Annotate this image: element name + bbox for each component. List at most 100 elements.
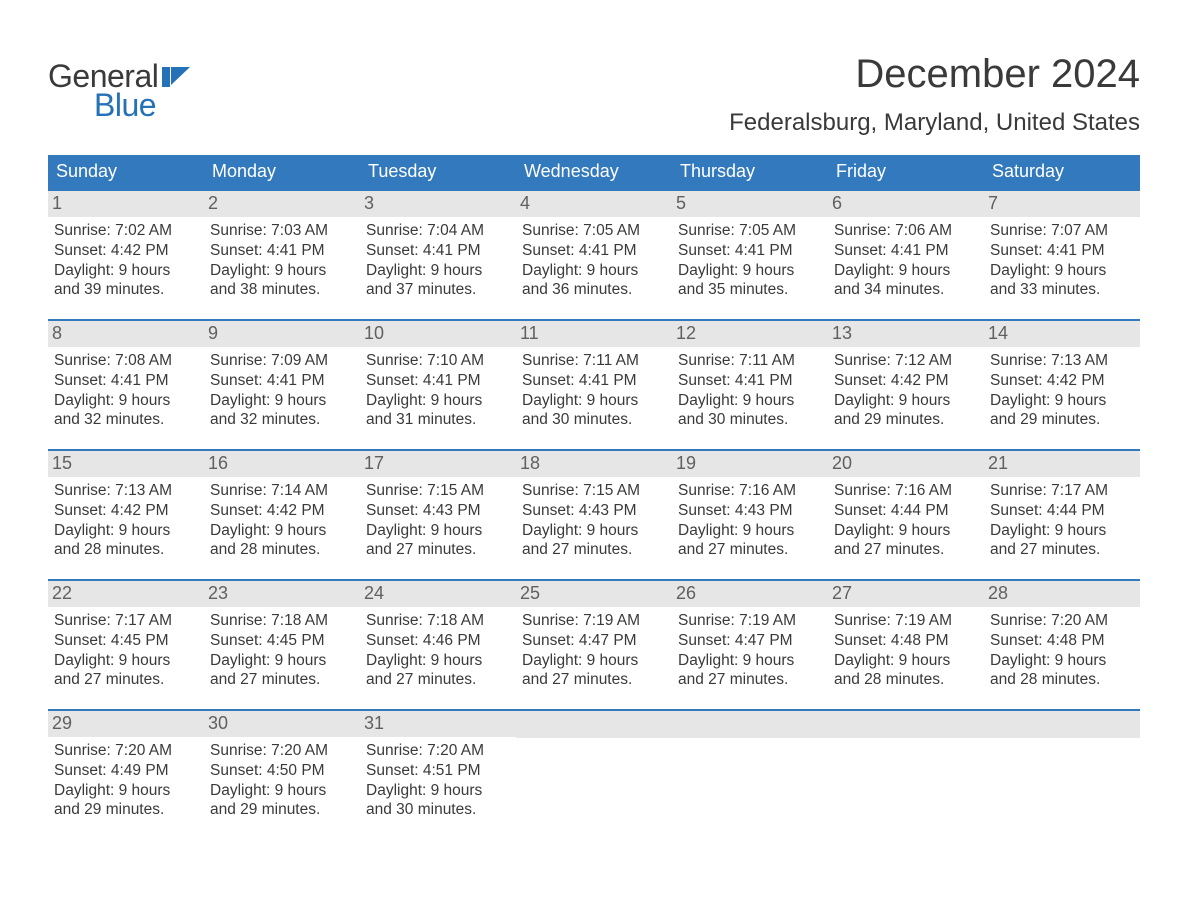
day-details: Sunrise: 7:08 AMSunset: 4:41 PMDaylight:… [54, 351, 198, 430]
day-details: Sunrise: 7:19 AMSunset: 4:47 PMDaylight:… [678, 611, 822, 690]
day-details: Sunrise: 7:18 AMSunset: 4:45 PMDaylight:… [210, 611, 354, 690]
daylight-line-1: Daylight: 9 hours [366, 781, 510, 801]
day-number: 20 [828, 451, 984, 477]
daylight-line-2: and 31 minutes. [366, 410, 510, 430]
day-details: Sunrise: 7:20 AMSunset: 4:51 PMDaylight:… [366, 741, 510, 820]
day-number [672, 711, 828, 738]
sunset-line: Sunset: 4:46 PM [366, 631, 510, 651]
day-cell: 24Sunrise: 7:18 AMSunset: 4:46 PMDayligh… [360, 581, 516, 709]
day-cell: 31 Sunrise: 7:20 AMSunset: 4:51 PMDayligh… [360, 711, 516, 839]
sunrise-line: Sunrise: 7:12 AM [834, 351, 978, 371]
sunset-line: Sunset: 4:44 PM [834, 501, 978, 521]
day-details: Sunrise: 7:19 AMSunset: 4:47 PMDaylight:… [522, 611, 666, 690]
day-number: 23 [204, 581, 360, 607]
day-number: 24 [360, 581, 516, 607]
day-of-week-header: Tuesday [360, 155, 516, 189]
day-details: Sunrise: 7:02 AMSunset: 4:42 PMDaylight:… [54, 221, 198, 300]
day-cell: 16Sunrise: 7:14 AMSunset: 4:42 PMDayligh… [204, 451, 360, 579]
sunset-line: Sunset: 4:41 PM [678, 371, 822, 391]
weeks-container: 1Sunrise: 7:02 AMSunset: 4:42 PMDaylight… [48, 189, 1140, 839]
daylight-line-2: and 29 minutes. [210, 800, 354, 820]
daylight-line-2: and 27 minutes. [366, 670, 510, 690]
sunrise-line: Sunrise: 7:06 AM [834, 221, 978, 241]
day-details: Sunrise: 7:05 AMSunset: 4:41 PMDaylight:… [522, 221, 666, 300]
sunrise-line: Sunrise: 7:17 AM [990, 481, 1134, 501]
sunset-line: Sunset: 4:43 PM [678, 501, 822, 521]
day-cell: 29Sunrise: 7:20 AMSunset: 4:49 PMDayligh… [48, 711, 204, 839]
month-title: December 2024 [729, 52, 1140, 97]
day-cell: 10 Sunrise: 7:10 AMSunset: 4:41 PMDayligh… [360, 321, 516, 449]
daylight-line-1: Daylight: 9 hours [54, 521, 198, 541]
day-cell: 3Sunrise: 7:04 AMSunset: 4:41 PMDaylight… [360, 191, 516, 319]
daylight-line-1: Daylight: 9 hours [366, 391, 510, 411]
day-cell [672, 711, 828, 839]
day-cell: 26Sunrise: 7:19 AMSunset: 4:47 PMDayligh… [672, 581, 828, 709]
sunset-line: Sunset: 4:43 PM [366, 501, 510, 521]
daylight-line-2: and 32 minutes. [54, 410, 198, 430]
title-block: December 2024 Federalsburg, Maryland, Un… [729, 30, 1140, 137]
daylight-line-2: and 33 minutes. [990, 280, 1134, 300]
daylight-line-2: and 27 minutes. [834, 540, 978, 560]
sunrise-line: Sunrise: 7:19 AM [678, 611, 822, 631]
day-cell: 1Sunrise: 7:02 AMSunset: 4:42 PMDaylight… [48, 191, 204, 319]
daylight-line-1: Daylight: 9 hours [54, 391, 198, 411]
daylight-line-2: and 30 minutes. [678, 410, 822, 430]
daylight-line-1: Daylight: 9 hours [366, 521, 510, 541]
daylight-line-2: and 28 minutes. [990, 670, 1134, 690]
sunrise-line: Sunrise: 7:11 AM [522, 351, 666, 371]
sunrise-line: Sunrise: 7:18 AM [366, 611, 510, 631]
day-cell: 17Sunrise: 7:15 AMSunset: 4:43 PMDayligh… [360, 451, 516, 579]
day-cell: 14Sunrise: 7:13 AMSunset: 4:42 PMDayligh… [984, 321, 1140, 449]
day-cell [828, 711, 984, 839]
day-details: Sunrise: 7:10 AMSunset: 4:41 PMDaylight:… [366, 351, 510, 430]
day-number: 29 [48, 711, 204, 737]
daylight-line-2: and 29 minutes. [54, 800, 198, 820]
day-cell: 4Sunrise: 7:05 AMSunset: 4:41 PMDaylight… [516, 191, 672, 319]
sunset-line: Sunset: 4:41 PM [54, 371, 198, 391]
day-number: 31 [360, 711, 516, 737]
day-cell: 21Sunrise: 7:17 AMSunset: 4:44 PMDayligh… [984, 451, 1140, 579]
daylight-line-2: and 28 minutes. [834, 670, 978, 690]
sunrise-line: Sunrise: 7:20 AM [54, 741, 198, 761]
sunset-line: Sunset: 4:41 PM [522, 241, 666, 261]
sunset-line: Sunset: 4:42 PM [990, 371, 1134, 391]
sunset-line: Sunset: 4:41 PM [210, 371, 354, 391]
sunrise-line: Sunrise: 7:19 AM [834, 611, 978, 631]
header: General Blue December 2024 Federalsburg,… [48, 30, 1140, 137]
sunset-line: Sunset: 4:41 PM [678, 241, 822, 261]
day-number: 9 [204, 321, 360, 347]
daylight-line-2: and 29 minutes. [834, 410, 978, 430]
sunrise-line: Sunrise: 7:18 AM [210, 611, 354, 631]
daylight-line-2: and 28 minutes. [54, 540, 198, 560]
sunrise-line: Sunrise: 7:13 AM [54, 481, 198, 501]
daylight-line-2: and 39 minutes. [54, 280, 198, 300]
daylight-line-2: and 34 minutes. [834, 280, 978, 300]
daylight-line-1: Daylight: 9 hours [990, 391, 1134, 411]
day-details: Sunrise: 7:12 AMSunset: 4:42 PMDaylight:… [834, 351, 978, 430]
day-cell: 28Sunrise: 7:20 AMSunset: 4:48 PMDayligh… [984, 581, 1140, 709]
daylight-line-1: Daylight: 9 hours [990, 261, 1134, 281]
day-of-week-header: Thursday [672, 155, 828, 189]
sunrise-line: Sunrise: 7:17 AM [54, 611, 198, 631]
week-row: 29Sunrise: 7:20 AMSunset: 4:49 PMDayligh… [48, 709, 1140, 839]
day-number: 28 [984, 581, 1140, 607]
sunrise-line: Sunrise: 7:05 AM [522, 221, 666, 241]
daylight-line-1: Daylight: 9 hours [834, 521, 978, 541]
day-details: Sunrise: 7:13 AMSunset: 4:42 PMDaylight:… [990, 351, 1134, 430]
sunrise-line: Sunrise: 7:08 AM [54, 351, 198, 371]
daylight-line-2: and 38 minutes. [210, 280, 354, 300]
sunrise-line: Sunrise: 7:03 AM [210, 221, 354, 241]
day-cell: 11Sunrise: 7:11 AMSunset: 4:41 PMDayligh… [516, 321, 672, 449]
sunrise-line: Sunrise: 7:13 AM [990, 351, 1134, 371]
daylight-line-1: Daylight: 9 hours [834, 651, 978, 671]
day-number: 21 [984, 451, 1140, 477]
day-number: 10 [360, 321, 516, 347]
daylight-line-1: Daylight: 9 hours [210, 261, 354, 281]
logo: General Blue [48, 58, 190, 124]
sunrise-line: Sunrise: 7:15 AM [366, 481, 510, 501]
day-cell: 5Sunrise: 7:05 AMSunset: 4:41 PMDaylight… [672, 191, 828, 319]
daylight-line-1: Daylight: 9 hours [54, 781, 198, 801]
day-number: 2 [204, 191, 360, 217]
day-number: 13 [828, 321, 984, 347]
day-cell: 22Sunrise: 7:17 AMSunset: 4:45 PMDayligh… [48, 581, 204, 709]
